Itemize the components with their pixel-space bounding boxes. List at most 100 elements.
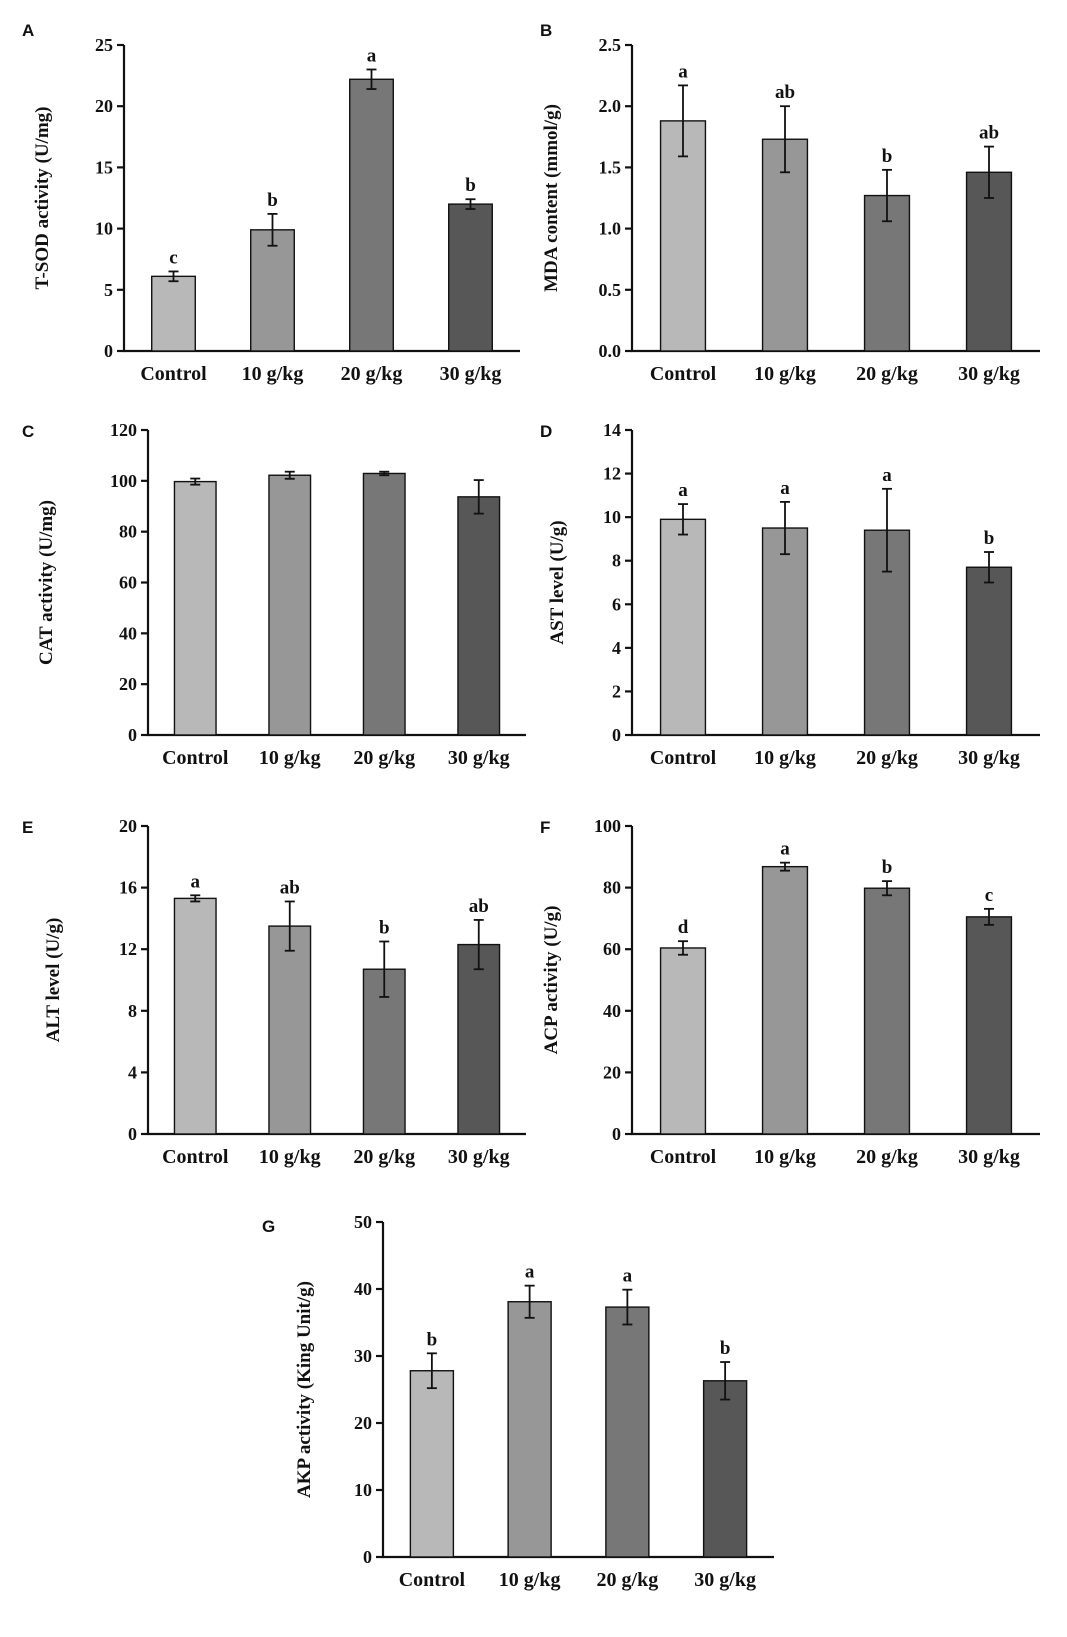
bar-2: [761, 865, 809, 1135]
y-tick-label: 0: [104, 341, 113, 361]
significance-label: b: [427, 1329, 438, 1350]
significance-label: c: [169, 247, 177, 268]
panel-letter-c: C: [22, 422, 34, 441]
y-tick-label: 80: [119, 522, 137, 542]
y-tick-label: 8: [128, 1001, 137, 1021]
significance-label: ab: [280, 877, 300, 898]
y-tick-label: 120: [110, 420, 137, 440]
y-axis-label: ACP activity (U/g): [541, 906, 562, 1055]
bar-1: [659, 947, 707, 1135]
chart-panel-a: A 0 5 10 15 20 25 T-SOD activity (U/mg) c Control…: [22, 21, 520, 385]
significance-label: b: [720, 1338, 731, 1359]
y-tick-label: 60: [119, 573, 137, 593]
panel-letter-b: B: [540, 21, 552, 40]
category-label: Control: [650, 363, 717, 385]
y-tick-label: 100: [594, 816, 621, 836]
y-tick-label: 20: [119, 674, 137, 694]
category-label: Control: [162, 1146, 229, 1168]
y-tick-label: 5: [104, 280, 113, 300]
category-label: Control: [399, 1569, 466, 1591]
bar-3: [349, 78, 394, 352]
y-tick-label: 100: [110, 471, 137, 491]
y-tick-label: 6: [612, 594, 621, 614]
panel-letter-e: E: [22, 818, 33, 837]
significance-label: a: [191, 871, 201, 892]
bar-4: [457, 496, 501, 736]
y-tick-label: 50: [354, 1212, 372, 1232]
bar-4: [965, 916, 1013, 1135]
chart-panel-f: F 0 20 40 60 80 100 ACP activity (U/g) d Control a…: [540, 816, 1040, 1168]
y-tick-label: 0.0: [599, 341, 622, 361]
bar-4: [457, 943, 501, 1135]
panel-letter-a: A: [22, 21, 34, 40]
panel-letter-f: F: [540, 818, 550, 837]
y-axis-label: ALT level (U/g): [43, 918, 64, 1043]
y-tick-label: 20: [354, 1413, 372, 1433]
y-axis-label: CAT activity (U/mg): [36, 500, 57, 665]
significance-label: d: [678, 917, 689, 938]
panel-letter-d: D: [540, 422, 552, 441]
category-label: 20 g/kg: [856, 747, 918, 769]
y-tick-label: 0.5: [599, 280, 622, 300]
y-axis-label: MDA content (mmol/g): [541, 104, 562, 292]
significance-label: a: [623, 1266, 633, 1287]
category-label: Control: [162, 747, 229, 769]
y-tick-label: 80: [603, 878, 621, 898]
category-label: 30 g/kg: [958, 747, 1020, 769]
category-label: Control: [650, 1146, 717, 1168]
y-tick-label: 12: [603, 464, 621, 484]
bar-4: [702, 1380, 748, 1558]
y-tick-label: 8: [612, 551, 621, 571]
bar-3: [362, 472, 406, 736]
bar-3: [863, 887, 911, 1135]
category-label: 20 g/kg: [856, 1146, 918, 1168]
significance-label: ab: [775, 82, 795, 103]
bar-2: [761, 138, 809, 352]
category-label: 30 g/kg: [958, 363, 1020, 385]
y-axis-label: AKP activity (King Unit/g): [294, 1281, 315, 1498]
significance-label: b: [465, 175, 476, 196]
chart-panel-g: G 0 10 20 30 40 50 AKP activity (King Unit/g) b C…: [262, 1212, 774, 1591]
category-label: 30 g/kg: [440, 363, 502, 385]
y-tick-label: 10: [603, 507, 621, 527]
chart-panel-e: E 0 4 8 12 16 20 ALT level (U/g) a Control ab 10 g/…: [22, 816, 526, 1168]
category-label: 10 g/kg: [754, 1146, 816, 1168]
significance-label: a: [678, 480, 688, 501]
category-label: 30 g/kg: [958, 1146, 1020, 1168]
significance-label: a: [678, 61, 688, 82]
bar-3: [605, 1306, 650, 1558]
category-label: 30 g/kg: [448, 747, 510, 769]
y-tick-label: 0: [612, 1124, 621, 1144]
significance-label: b: [882, 857, 893, 878]
chart-panel-b: B 0.0 0.5 1.0 1.5 2.0 2.5 MDA content (mmol/g) a…: [540, 21, 1040, 385]
y-tick-label: 14: [603, 420, 621, 440]
y-tick-label: 10: [95, 219, 113, 239]
y-tick-label: 20: [95, 96, 113, 116]
y-tick-label: 12: [119, 939, 137, 959]
bar-2: [268, 474, 312, 736]
y-tick-label: 15: [95, 157, 113, 177]
bar-4: [965, 566, 1013, 736]
y-tick-label: 25: [95, 35, 113, 55]
significance-label: b: [379, 918, 390, 939]
bar-4: [448, 203, 493, 352]
category-label: 30 g/kg: [694, 1569, 756, 1591]
chart-panel-c: C 0 20 40 60 80 100 120 CAT activity (U/mg) Contr…: [22, 420, 526, 769]
category-label: 20 g/kg: [597, 1569, 659, 1591]
y-tick-label: 0: [363, 1547, 372, 1567]
y-tick-label: 0: [128, 1124, 137, 1144]
y-tick-label: 0: [612, 725, 621, 745]
y-tick-label: 60: [603, 939, 621, 959]
y-tick-label: 2.5: [599, 35, 622, 55]
category-label: 10 g/kg: [259, 747, 321, 769]
bar-1: [173, 897, 217, 1135]
category-label: 20 g/kg: [341, 363, 403, 385]
y-tick-label: 30: [354, 1346, 372, 1366]
significance-label: a: [780, 839, 790, 860]
significance-label: a: [525, 1262, 535, 1283]
bar-1: [409, 1370, 455, 1558]
bar-1: [659, 518, 707, 736]
y-tick-label: 2.0: [599, 96, 622, 116]
bar-1: [659, 120, 707, 352]
